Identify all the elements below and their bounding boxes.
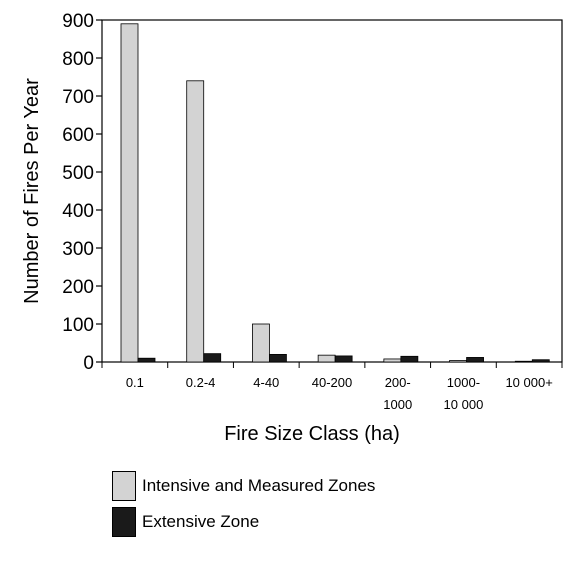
bar-intensive (186, 80, 205, 363)
bar-extensive (531, 359, 550, 363)
plot-frame (101, 19, 563, 363)
bar-intensive (514, 360, 533, 363)
bar-extensive (137, 357, 156, 363)
bar-chart: 0 100 200 300 400 500 600 700 800 900 0.1 0.2-4 4-40… (21, 11, 563, 445)
y-tick-label: 800 (62, 49, 94, 70)
y-tick-label: 300 (62, 239, 94, 260)
x-tick-label: 40-200 (312, 375, 352, 390)
y-tick-label: 600 (62, 125, 94, 146)
bar-intensive (252, 323, 270, 363)
x-tick-label: 10 000+ (505, 375, 552, 390)
legend-item-intensive: Intensive and Measured Zones (112, 468, 375, 504)
plot-area: 0 100 200 300 400 500 600 700 800 900 0.1 0.2-4 4-40… (62, 11, 563, 412)
bar-extensive (466, 357, 484, 363)
y-tick-label: 0 (83, 353, 94, 374)
y-tick-label: 700 (62, 87, 94, 108)
legend-label-extensive: Extensive Zone (142, 512, 260, 531)
y-tick-label: 900 (62, 11, 94, 32)
x-tick-label: 1000- (447, 375, 480, 390)
legend-label-intensive: Intensive and Measured Zones (142, 476, 376, 495)
bar-extensive (400, 355, 419, 363)
x-tick-label: 10 000 (444, 397, 484, 412)
bar-intensive (383, 358, 402, 363)
y-axis-title: Number of Fires Per Year (21, 78, 43, 304)
x-tick-label: 0.1 (126, 375, 144, 390)
y-tick-label: 200 (62, 277, 94, 298)
y-tick-label: 500 (62, 163, 94, 184)
bar-extensive (203, 353, 222, 363)
bar-intensive (120, 23, 139, 363)
x-tick-label: 200- (385, 375, 411, 390)
x-tick-label: 0.2-4 (186, 375, 216, 390)
bar-extensive (334, 355, 353, 363)
y-tick-label: 400 (62, 201, 94, 222)
bar-extensive (269, 353, 287, 363)
x-tick-label: 4-40 (253, 375, 279, 390)
legend-swatch-extensive (112, 507, 136, 537)
bar-intensive (449, 360, 467, 363)
legend-swatch-intensive (112, 471, 136, 501)
bar-intensive (317, 354, 336, 363)
legend-item-extensive: Extensive Zone (112, 504, 375, 540)
x-axis-title: Fire Size Class (ha) (224, 423, 400, 445)
y-tick-label: 100 (62, 315, 94, 336)
x-tick-label: 1000 (383, 397, 412, 412)
legend: Intensive and Measured Zones Extensive Z… (112, 468, 375, 540)
